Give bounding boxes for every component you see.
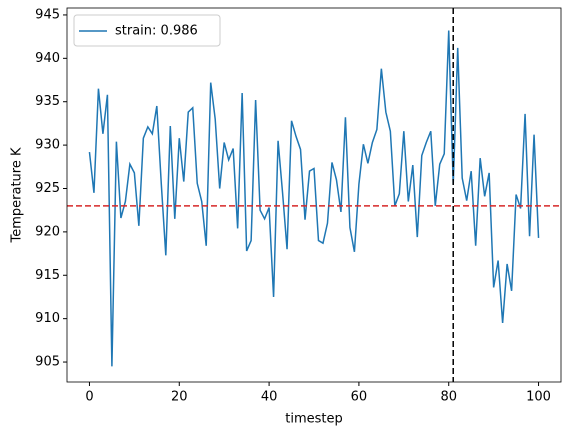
x-tick-label: 100 <box>526 390 551 405</box>
plot-frame <box>66 7 562 383</box>
y-tick-label: 915 <box>35 268 60 283</box>
x-tick-label: 20 <box>171 390 188 405</box>
y-tick-label: 935 <box>35 94 60 109</box>
x-tick-label: 80 <box>440 390 457 405</box>
y-axis-label: Temperature K <box>10 147 25 243</box>
y-tick-label: 940 <box>35 51 60 66</box>
legend-box <box>73 14 221 47</box>
y-tick-label: 910 <box>35 311 60 326</box>
x-axis-label: timestep <box>285 412 343 427</box>
y-tick-label: 905 <box>35 355 60 370</box>
x-tick-label: 60 <box>351 390 368 405</box>
y-tick-label: 945 <box>35 7 60 22</box>
y-tick-label: 930 <box>35 138 60 153</box>
x-tick-label: 0 <box>85 390 93 405</box>
y-tick-label: 925 <box>35 181 60 196</box>
data-line <box>88 30 540 367</box>
x-tick-label: 40 <box>261 390 278 405</box>
y-tick-label: 920 <box>35 224 60 239</box>
legend-label: strain: 0.986 <box>115 24 198 39</box>
